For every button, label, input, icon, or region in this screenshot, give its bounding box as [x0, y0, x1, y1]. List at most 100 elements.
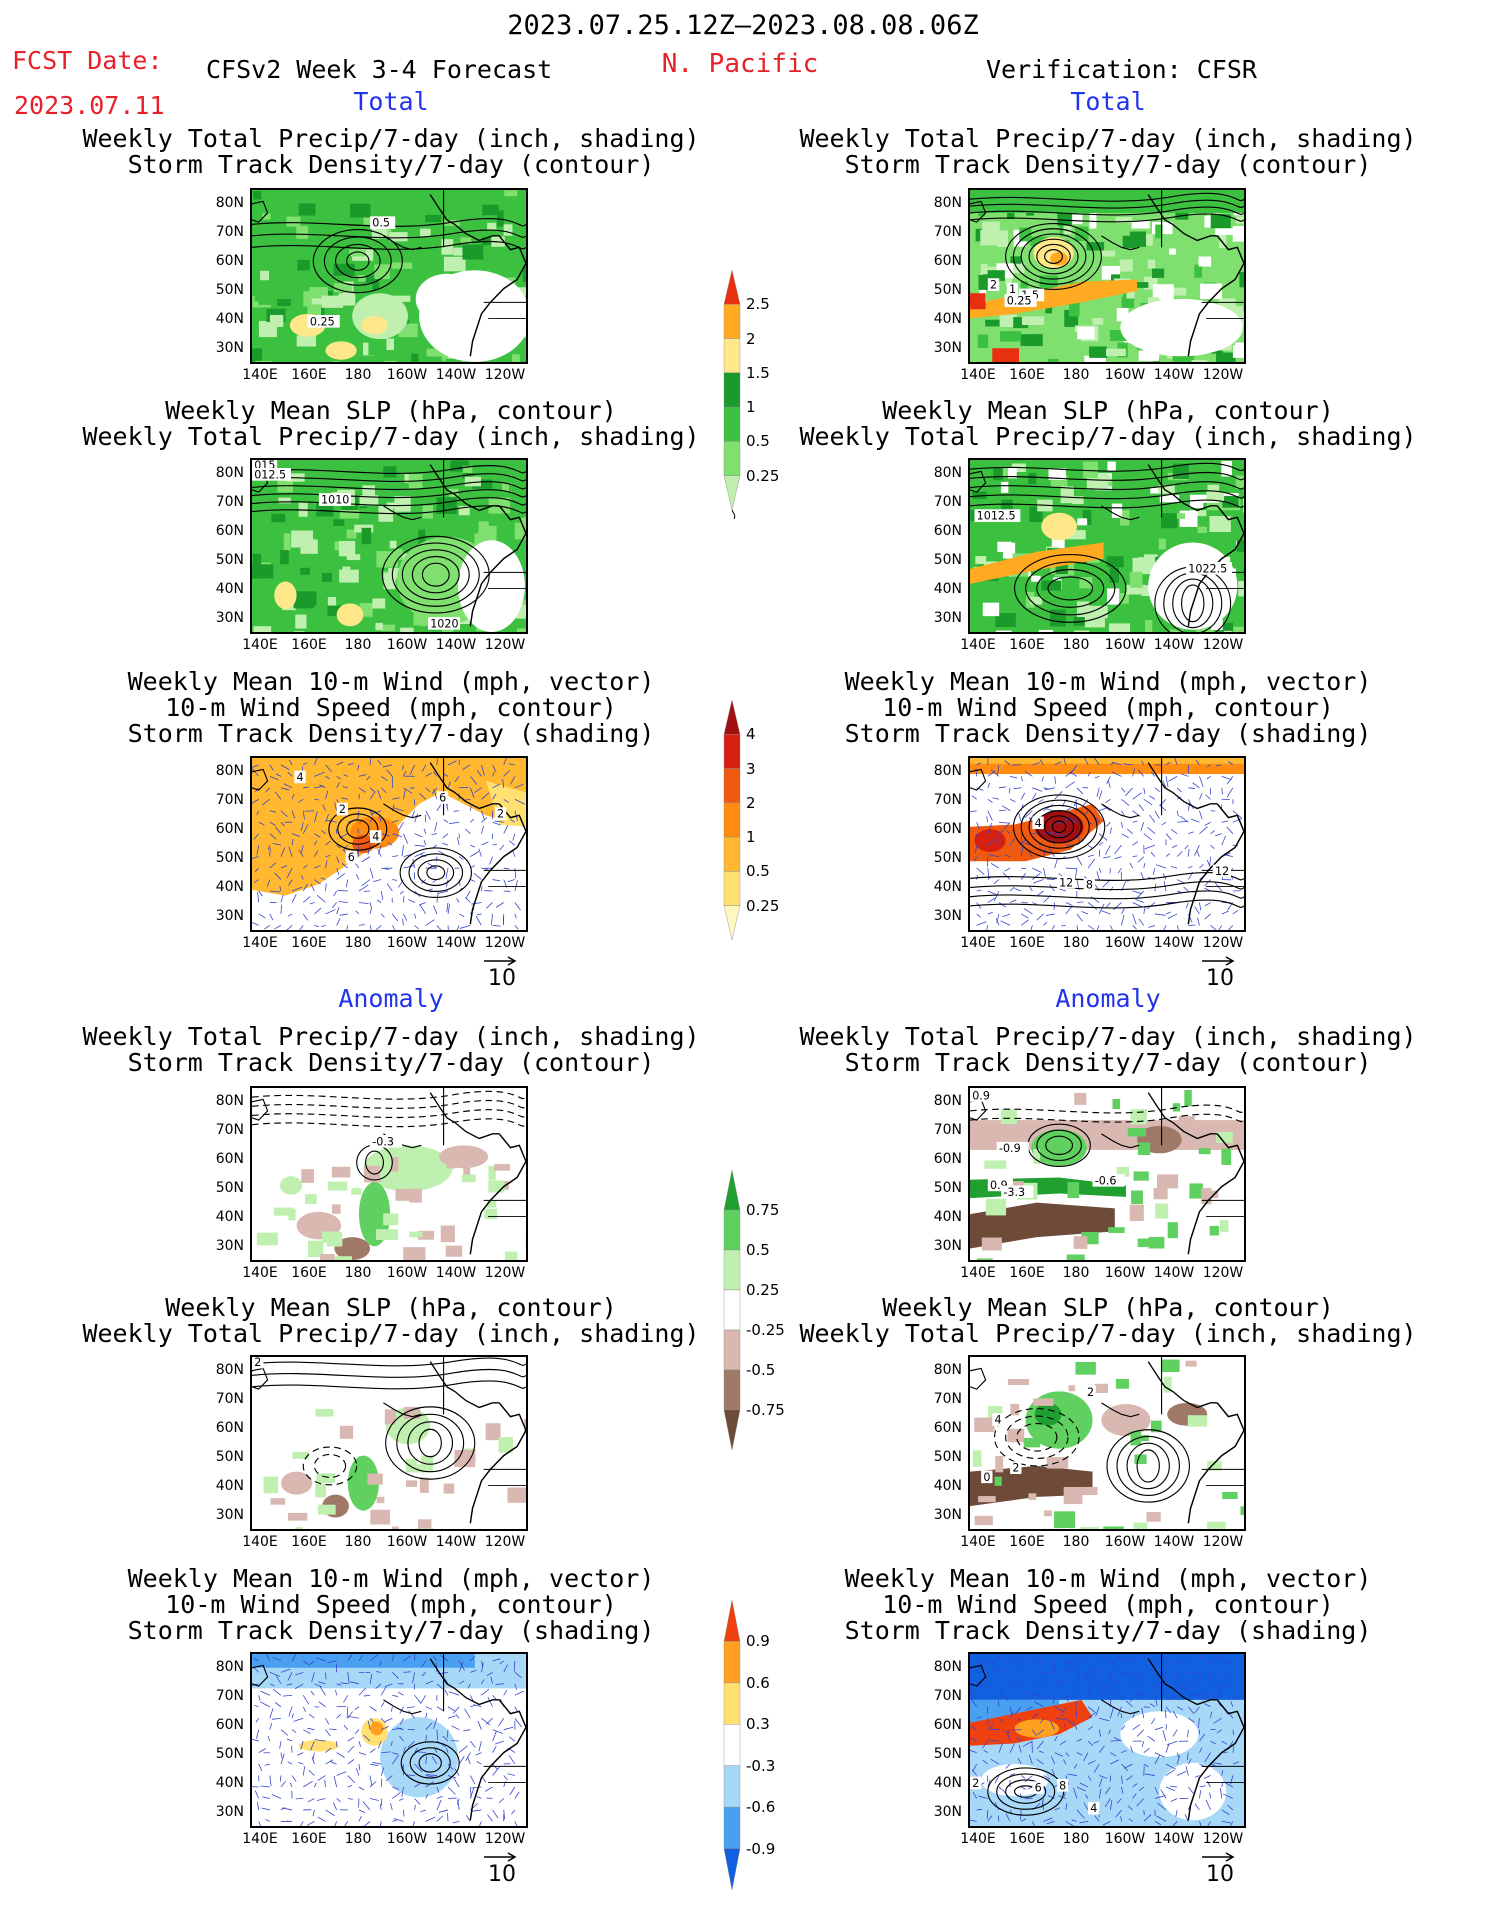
colorbar-swatch — [723, 1724, 741, 1766]
longitude-tick: 140E — [242, 367, 278, 383]
verification-total-slp-map: 1012.5 1022.5 — [968, 458, 1246, 634]
longitude-tick: 160W — [1104, 367, 1146, 383]
latitude-tick: 70N — [933, 1688, 962, 1704]
colorbar-label: 0.5 — [746, 862, 770, 881]
panel-title-line: Weekly Total Precip/7-day (inch, shading… — [799, 124, 1417, 153]
latitude-tick: 60N — [215, 523, 244, 539]
forecast-total-label: Total — [353, 87, 429, 116]
latitude-tick: 30N — [215, 340, 244, 356]
precip-total-colorbar — [723, 270, 741, 520]
longitude-tick: 160W — [386, 1831, 428, 1847]
panel-title-line: Weekly Mean SLP (hPa, contour) — [165, 1293, 617, 1322]
colorbar-swatch — [723, 1600, 741, 1642]
longitude-tick: 140W — [435, 1265, 477, 1281]
forecast-anomaly-precip-map-svg: -0.3 — [252, 1088, 526, 1260]
longitude-tick: 140E — [960, 1534, 996, 1550]
latitude-tick: 70N — [933, 792, 962, 808]
latitude-tick: 60N — [215, 1717, 244, 1733]
panel-title-line: Storm Track Density/7-day (shading) — [844, 1616, 1372, 1645]
latitude-tick: 70N — [215, 1391, 244, 1407]
colorbar-label: 0.25 — [746, 1281, 780, 1299]
colorbar-swatch — [723, 1289, 741, 1331]
latitude-tick: 60N — [933, 1151, 962, 1167]
latitude-tick: 70N — [215, 1688, 244, 1704]
colorbar-swatch — [723, 1641, 741, 1684]
svg-text:0.25: 0.25 — [310, 315, 335, 328]
forecast-anomaly-precip-map: -0.3 — [250, 1086, 528, 1262]
latitude-tick: 80N — [933, 1093, 962, 1109]
panel-title-line: Storm Track Density/7-day (contour) — [844, 150, 1372, 179]
latitude-tick: 80N — [933, 465, 962, 481]
forecast-total-precip-map: 0.5 0.25 — [250, 188, 528, 364]
longitude-tick: 140W — [1153, 1265, 1195, 1281]
storm-total-colorbar — [723, 700, 741, 941]
colorbar-label: 0.3 — [746, 1715, 770, 1734]
latitude-tick: 80N — [215, 465, 244, 481]
colorbar-swatch — [723, 700, 741, 735]
latitude-tick: 50N — [933, 1180, 962, 1196]
latitude-tick: 50N — [933, 1449, 962, 1465]
forecast-total-slp-map: 015 012.5 1010 1020 — [250, 458, 528, 634]
svg-text:8: 8 — [1059, 1779, 1066, 1792]
verification-anomaly-precip-map-svg: 0.9-0.90.9-3.3-0.6 — [970, 1088, 1244, 1260]
colorbar-swatch — [723, 871, 741, 906]
colorbar-swatch — [723, 905, 741, 941]
forecast-total-wind-map: 4 2 4 6 6 2 — [250, 756, 528, 932]
verification-title: Verification: CFSR — [986, 55, 1257, 84]
longitude-tick: 180 — [344, 367, 372, 383]
colorbar-swatch — [723, 1409, 741, 1451]
latitude-tick: 30N — [933, 340, 962, 356]
longitude-tick: 140E — [960, 935, 996, 951]
svg-text:1012.5: 1012.5 — [977, 509, 1016, 522]
latitude-tick: 40N — [933, 1775, 962, 1791]
svg-text:4: 4 — [372, 830, 379, 843]
colorbar-swatch — [723, 1369, 741, 1411]
svg-text:2: 2 — [990, 278, 997, 291]
vector-reference-arrow — [1202, 956, 1235, 966]
verification-anomaly-wind-map: 2 6 8 4 — [968, 1652, 1246, 1828]
svg-text:-0.3: -0.3 — [372, 1135, 394, 1148]
svg-text:0.9: 0.9 — [972, 1089, 990, 1102]
latitude-tick: 50N — [933, 282, 962, 298]
svg-text:0.5: 0.5 — [372, 217, 390, 230]
latitude-tick: 40N — [215, 581, 244, 597]
colorbar-label: 2 — [746, 793, 756, 812]
latitude-tick: 60N — [215, 1420, 244, 1436]
colorbar-label: 0.5 — [746, 432, 770, 451]
colorbar-label: 4 — [746, 725, 756, 744]
storm-anomaly-colorbar — [723, 1600, 741, 1891]
longitude-tick: 120W — [1202, 1265, 1244, 1281]
longitude-tick: 160E — [1009, 367, 1045, 383]
latitude-tick: 40N — [215, 1775, 244, 1791]
colorbar-swatch — [723, 734, 741, 769]
colorbar-swatch — [723, 768, 741, 804]
latitude-tick: 50N — [933, 850, 962, 866]
colorbar-label: -0.3 — [746, 1756, 776, 1775]
latitude-tick: 40N — [933, 1209, 962, 1225]
longitude-tick: 140E — [242, 1265, 278, 1281]
longitude-tick: 160W — [386, 367, 428, 383]
longitude-tick: 160E — [1009, 1831, 1045, 1847]
colorbar-label: 1.5 — [746, 363, 770, 382]
latitude-tick: 40N — [933, 1478, 962, 1494]
colorbar-label: 0.6 — [746, 1673, 770, 1692]
latitude-tick: 60N — [933, 1717, 962, 1733]
vector-reference-label: 10 — [1206, 966, 1234, 991]
panel-title-line: Weekly Mean 10-m Wind (mph, vector) — [844, 667, 1372, 696]
panel-title-line: Storm Track Density/7-day (shading) — [844, 719, 1372, 748]
svg-text:-0.9: -0.9 — [999, 1142, 1021, 1155]
longitude-tick: 140W — [1153, 1831, 1195, 1847]
longitude-tick: 180 — [1062, 935, 1090, 951]
latitude-tick: 70N — [215, 792, 244, 808]
svg-text:4: 4 — [995, 1413, 1002, 1426]
vector-reference-arrow — [484, 956, 517, 966]
latitude-tick: 50N — [215, 1449, 244, 1465]
longitude-tick: 160W — [386, 1265, 428, 1281]
longitude-tick: 120W — [1202, 935, 1244, 951]
colorbar-label: 1 — [746, 828, 756, 847]
svg-text:1: 1 — [1009, 283, 1016, 296]
panel-title-line: 10-m Wind Speed (mph, contour) — [165, 1590, 617, 1619]
longitude-tick: 140E — [242, 1534, 278, 1550]
longitude-tick: 160E — [291, 637, 327, 653]
latitude-tick: 30N — [215, 1238, 244, 1254]
